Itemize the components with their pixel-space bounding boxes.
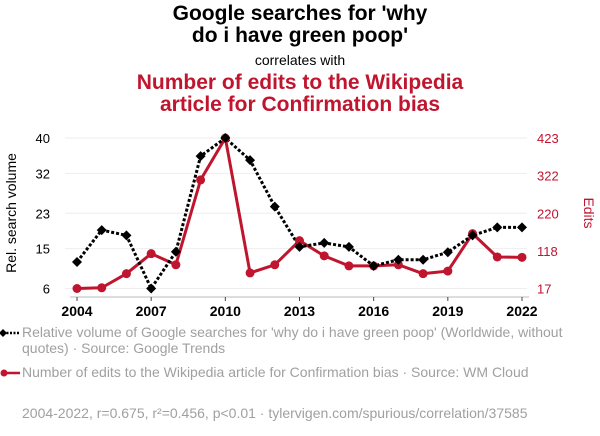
edits-point [393, 260, 403, 270]
searches-point [368, 260, 379, 271]
left-tick-label: 23 [36, 206, 50, 221]
right-tick-label: 118 [537, 244, 558, 259]
edits-point [517, 252, 527, 262]
edits-point [270, 260, 280, 270]
x-tick-label: 2007 [136, 303, 167, 319]
searches-point [195, 151, 206, 162]
right-axis-label: Edits [581, 197, 597, 228]
searches-point [517, 222, 527, 233]
chart-subtitle: correlates with [254, 52, 346, 68]
edits-point [121, 269, 131, 279]
left-tick-label: 40 [36, 131, 50, 146]
chart-plot: 6 15 23 32 40 17 118 220 322 423 2004 2007 2010 2013 2… [3, 131, 597, 319]
x-tick-label: 2022 [506, 303, 537, 319]
edits-point [295, 236, 304, 246]
right-tick-label: 423 [537, 131, 559, 146]
chart-title: Google searches for 'why do i have green… [0, 3, 600, 47]
searches-point [121, 230, 132, 241]
searches-point [72, 256, 82, 267]
chart-title-secondary: Number of edits to the Wikipedia article… [0, 72, 600, 116]
edits-point [418, 269, 428, 279]
searches-point [442, 247, 453, 258]
searches-point [220, 133, 231, 143]
right-tick-label: 322 [537, 168, 559, 183]
searches-point [245, 155, 256, 166]
searches-point [170, 246, 181, 257]
searches-point [393, 254, 404, 265]
left-tick-label: 6 [43, 282, 50, 297]
edits-point [97, 283, 107, 293]
x-tick-label: 2016 [358, 303, 389, 319]
legend-label-edits: Number of edits to the Wikipedia article… [22, 364, 529, 380]
searches-point [294, 241, 305, 252]
right-tick-label: 220 [537, 206, 559, 221]
searches-point [343, 241, 354, 252]
chart-title2-line2: article for Confirmation bias [159, 93, 441, 116]
searches-point [319, 237, 330, 248]
chart-title-line2: do i have green poop' [191, 24, 409, 47]
edits-point [196, 175, 206, 185]
chart-title2-line1: Number of edits to the Wikipedia [136, 71, 464, 94]
searches-point [146, 283, 157, 294]
x-tick-label: 2013 [284, 303, 315, 319]
edits-point [492, 252, 502, 262]
x-tick-label: 2019 [432, 303, 463, 319]
edits-point [72, 284, 82, 293]
edits-point [443, 266, 453, 276]
x-tick-label: 2010 [210, 303, 241, 319]
left-tick-label: 15 [36, 242, 50, 257]
legend-label-searches: Relative volume of Google searches for '… [22, 324, 563, 356]
searches-point [96, 225, 107, 236]
edits-point [171, 260, 181, 270]
searches-point [418, 254, 429, 265]
chart-title-line1: Google searches for 'why [172, 2, 428, 25]
solid-circle-icon [0, 369, 20, 377]
x-tick-label: 2004 [61, 303, 92, 319]
edits-point [146, 249, 156, 259]
left-tick-label: 32 [36, 166, 50, 181]
edits-point [245, 268, 255, 278]
dotted-diamond-icon [0, 329, 20, 337]
footer-stats: 2004-2022, r=0.675, r²=0.456, p<0.01 · t… [22, 405, 528, 421]
searches-point [467, 230, 478, 241]
left-axis-label: Rel. search volume [3, 153, 19, 273]
searches-point [269, 201, 280, 212]
right-tick-label: 17 [537, 282, 551, 297]
searches-point [492, 222, 503, 233]
edits-point [319, 251, 329, 261]
edits-point [344, 261, 354, 271]
